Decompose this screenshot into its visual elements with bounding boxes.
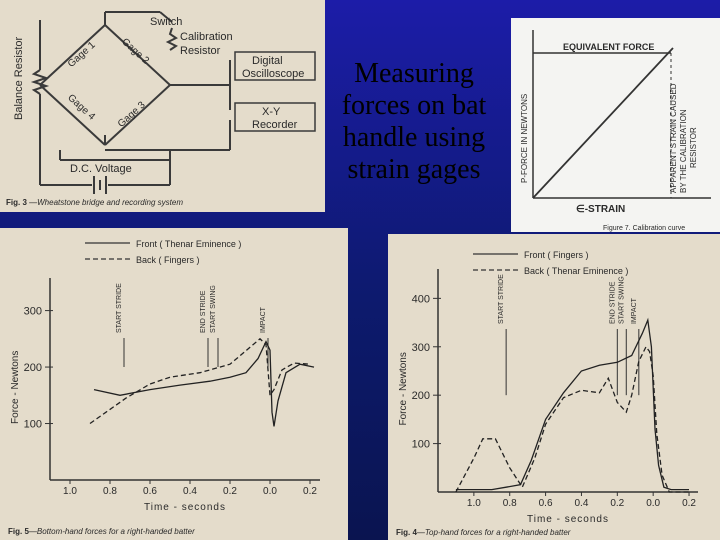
x-tick-label: 1.0	[467, 498, 481, 509]
x-tick-label: 0.0	[263, 486, 277, 497]
balance-resistor-label: Balance Resistor	[13, 37, 25, 120]
event-marker-label: IMPACT	[260, 306, 267, 333]
x-tick-label: 0.2	[223, 486, 237, 497]
calibration-caption: Figure 7. Calibration curve	[603, 225, 685, 232]
y-tick-label: 100	[24, 419, 42, 431]
slide-title: Measuring forces on bat handle using str…	[341, 58, 487, 185]
series-line	[455, 317, 689, 491]
top-hand-chart-svg: 1.0 0.8 0.6 0.4 0.2 0.0 0.2 100 200 300 400 Time - …	[396, 250, 698, 537]
gage-1-label: Gage 1	[66, 39, 98, 69]
calibration-side-1: APPARENT STRAIN CAUSED	[669, 83, 678, 193]
wheatstone-diagram: Gage 1 Gage 2 Gage 4 Gage 3 Switch Calib…	[0, 0, 325, 212]
calibration-diagram: EQUIVALENT FORCE P-FORCE IN NEWTONS APPA…	[511, 18, 720, 232]
fig3-caption: —Wheatstone bridge and recording system	[28, 198, 183, 207]
calibration-side-3: RESISTOR	[689, 127, 698, 168]
figure-caption-text: —Top-hand forces for a right-handed batt…	[416, 528, 571, 537]
calibration-xlabel: ∈-STRAIN	[576, 204, 625, 215]
legend-label: Back ( Fingers )	[136, 255, 200, 265]
legend-label: Front ( Thenar Eminence )	[136, 239, 241, 249]
bottom-hand-chart-svg: 1.0 0.8 0.6 0.4 0.2 0.0 0.2 100 200 300 Time - sec…	[8, 239, 320, 536]
xy-label-2: Recorder	[252, 119, 298, 131]
event-marker-label: START STRIDE	[116, 283, 123, 333]
dc-voltage-label: D.C. Voltage	[70, 163, 132, 175]
x-tick-label: 0.6	[539, 498, 553, 509]
series-line	[93, 340, 315, 427]
event-marker-label: IMPACT	[631, 297, 638, 324]
x-tick-label: 0.8	[103, 486, 117, 497]
x-tick-label: 0.4	[183, 486, 197, 497]
wheatstone-svg: Gage 1 Gage 2 Gage 4 Gage 3 Switch Calib…	[6, 11, 316, 207]
figure-caption: Fig. 5—Bottom-hand forces for a right-ha…	[8, 527, 195, 536]
calibration-side-2: BY THE CALIBRATION	[679, 109, 688, 193]
x-tick-label: 0.4	[574, 498, 588, 509]
xy-label-1: X-Y	[262, 106, 281, 118]
bottom-hand-chart: 1.0 0.8 0.6 0.4 0.2 0.0 0.2 100 200 300 Time - sec…	[0, 228, 348, 540]
legend-label: Back ( Thenar Eminence )	[524, 266, 628, 276]
x-tick-label: 1.0	[63, 486, 77, 497]
x-tick-label: 0.2	[682, 498, 696, 509]
y-tick-label: 300	[412, 342, 430, 354]
x-tick-label: 0.8	[503, 498, 517, 509]
gage-3-label: Gage 3	[116, 99, 148, 129]
event-marker-label: END STRIDE	[200, 290, 207, 333]
figure-number: Fig. 5	[8, 527, 29, 536]
figure-number: Fig. 4	[396, 528, 417, 537]
x-tick-label: 0.2	[610, 498, 624, 509]
svg-text:Fig. 3 —Wheatstone bridg: Fig. 3 —Wheatstone bridge and recording …	[6, 198, 183, 207]
y-tick-label: 200	[412, 390, 430, 402]
gage-2-label: Gage 2	[119, 36, 151, 66]
oscilloscope-label-2: Oscilloscope	[242, 68, 304, 80]
top-hand-chart: 1.0 0.8 0.6 0.4 0.2 0.0 0.2 100 200 300 400 Time - …	[388, 234, 720, 540]
series-line	[89, 337, 311, 425]
gage-4-label: Gage 4	[65, 92, 97, 122]
y-axis-label: Force - Newtons	[10, 351, 21, 424]
event-marker-label: START STRIDE	[498, 274, 505, 324]
x-tick-label: 0.2	[303, 486, 317, 497]
equivalent-force-label: EQUIVALENT FORCE	[563, 42, 654, 52]
y-axis-label: Force - Newtons	[398, 352, 409, 425]
x-axis-label: Time - seconds	[527, 514, 609, 525]
x-tick-label: 0.0	[646, 498, 660, 509]
y-tick-label: 100	[412, 439, 430, 451]
x-axis-label: Time - seconds	[144, 502, 226, 513]
cal-resistor-label-2: Resistor	[180, 45, 221, 57]
cal-resistor-label-1: Calibration	[180, 31, 233, 43]
x-tick-label: 0.6	[143, 486, 157, 497]
series-line	[455, 345, 689, 493]
calibration-svg: EQUIVALENT FORCE P-FORCE IN NEWTONS APPA…	[520, 30, 711, 232]
event-marker-label: END STRIDE	[609, 281, 616, 324]
event-marker-label: START SWING	[618, 276, 625, 324]
switch-label: Switch	[150, 16, 182, 28]
event-marker-label: START SWING	[210, 285, 217, 333]
y-tick-label: 300	[24, 306, 42, 318]
fig3-number: Fig. 3	[6, 198, 27, 207]
figure-caption: Fig. 4—Top-hand forces for a right-hande…	[396, 528, 571, 537]
legend-label: Front ( Fingers )	[524, 250, 589, 260]
y-tick-label: 200	[24, 362, 42, 374]
figure-caption-text: —Bottom-hand forces for a right-handed b…	[28, 527, 195, 536]
calibration-ylabel: P-FORCE IN NEWTONS	[520, 94, 529, 183]
y-tick-label: 400	[412, 293, 430, 305]
oscilloscope-label-1: Digital	[252, 55, 283, 67]
